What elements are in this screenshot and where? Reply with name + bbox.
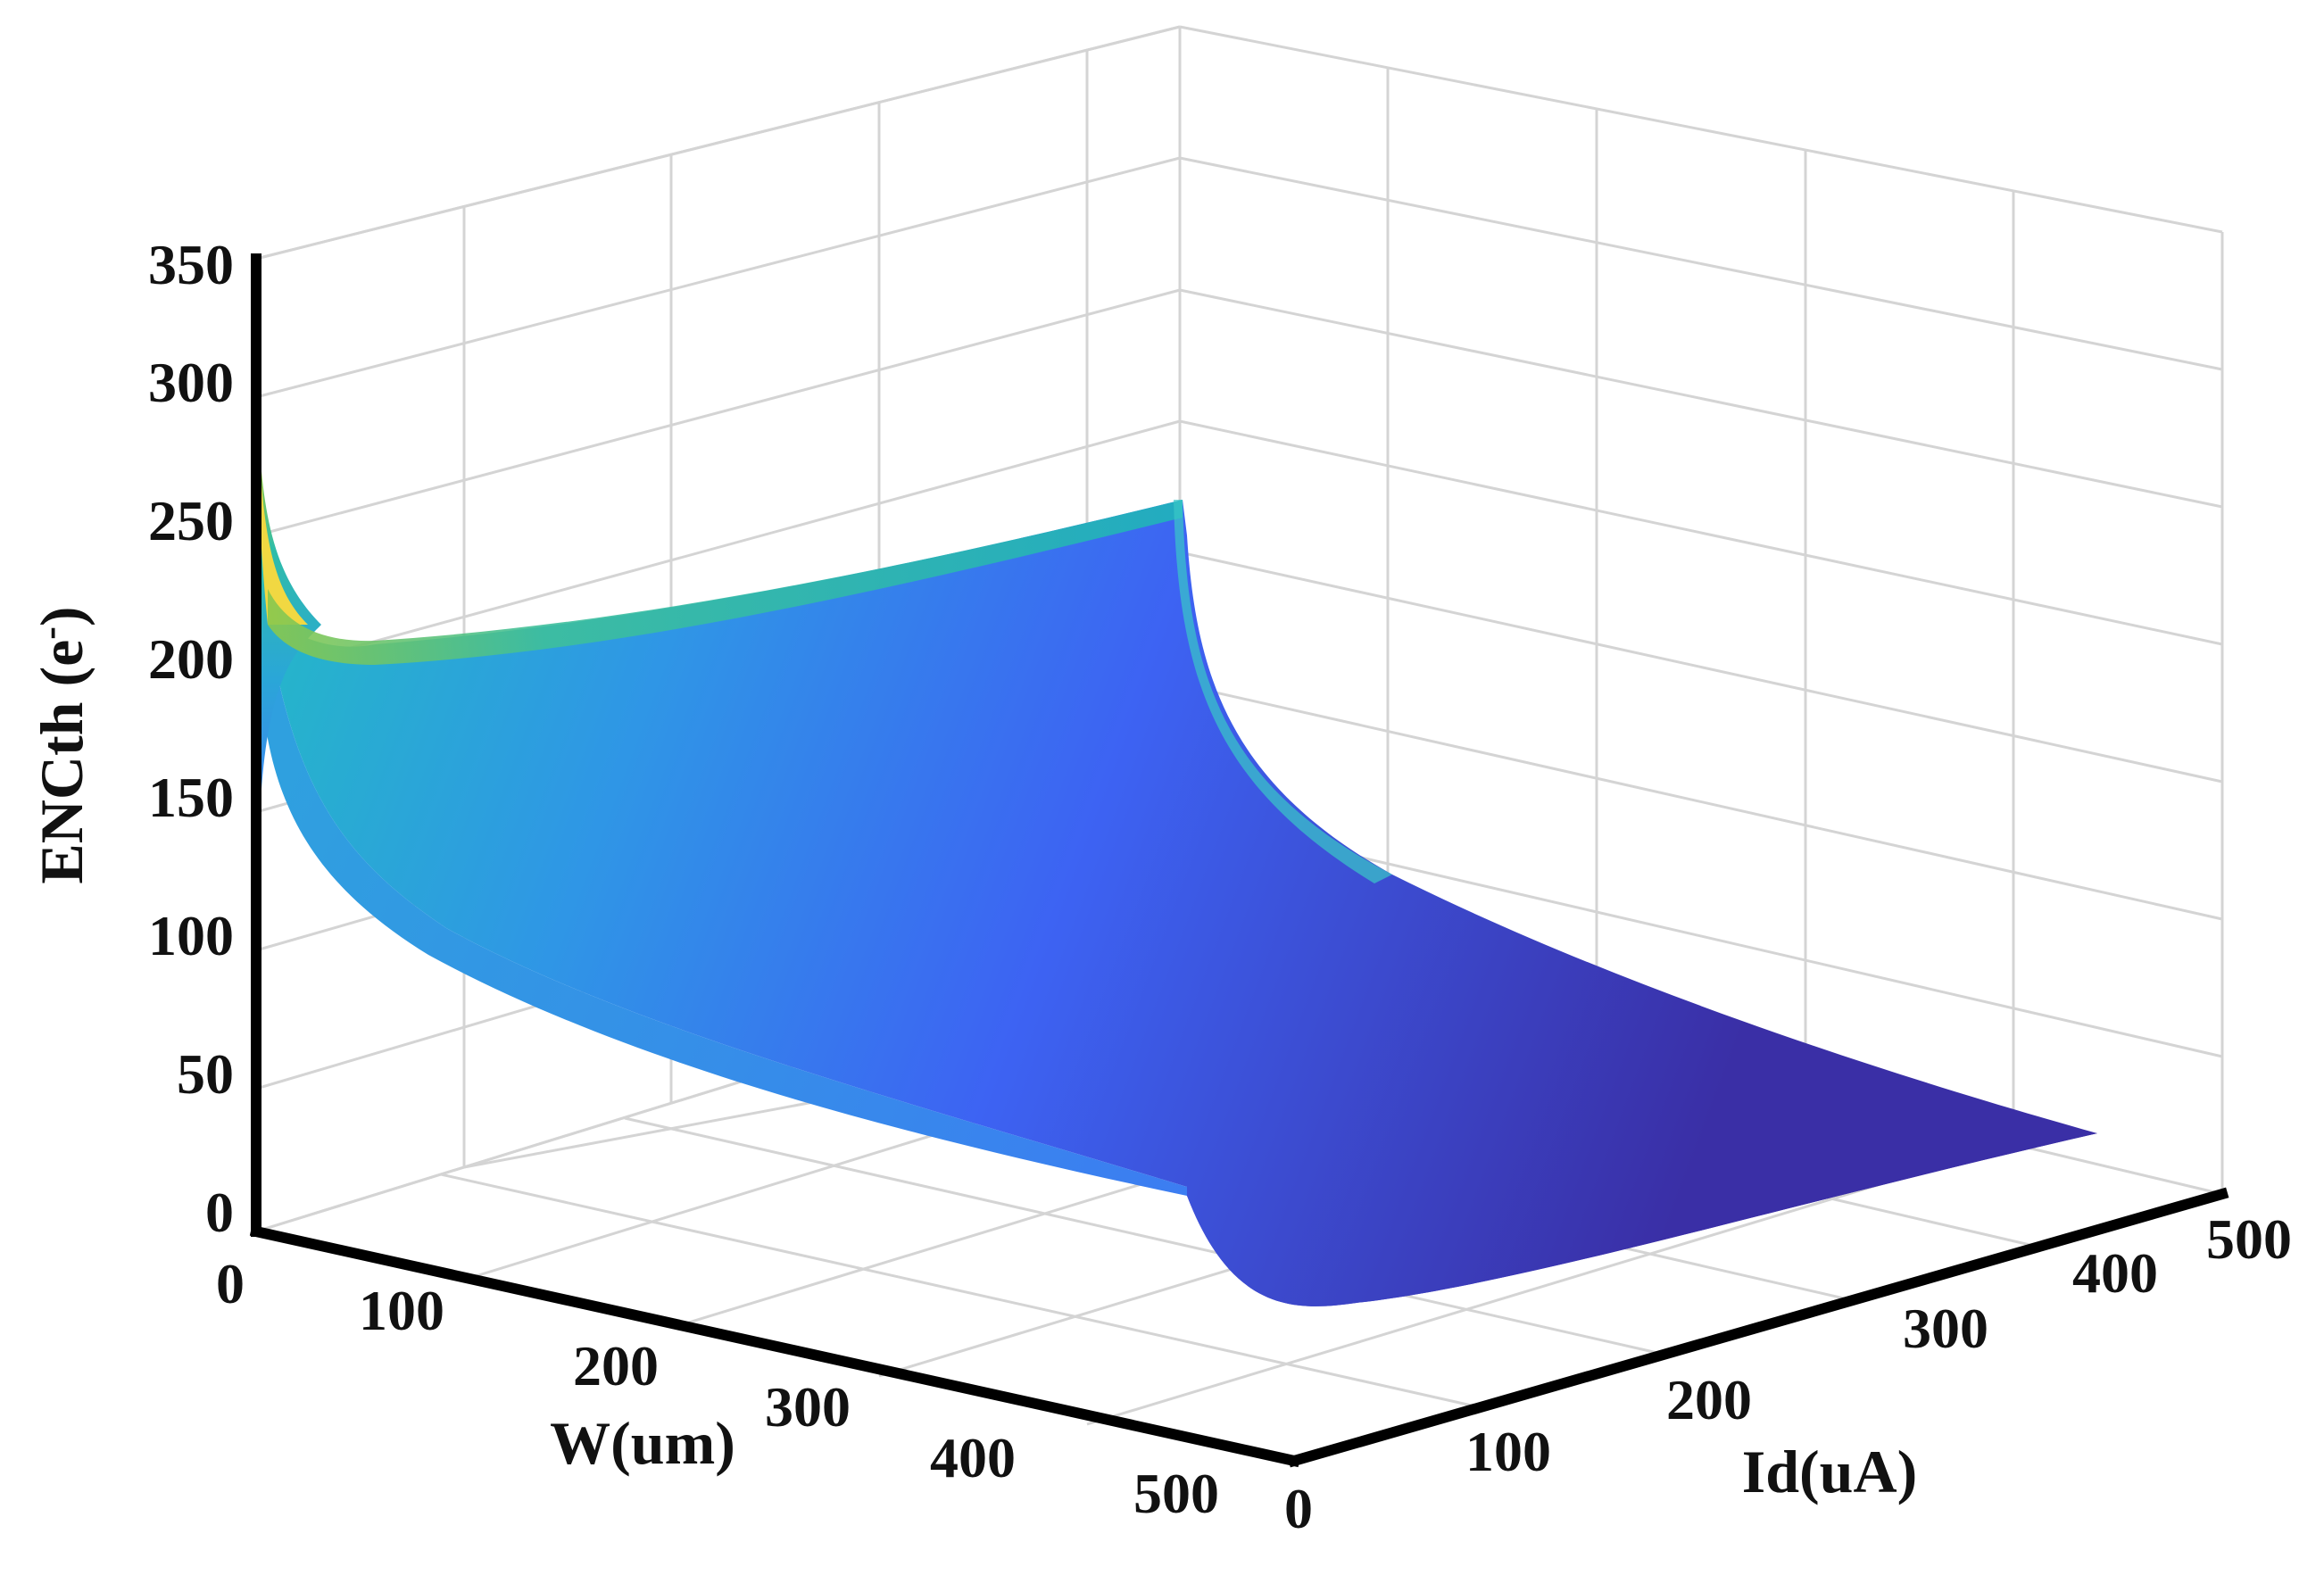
surface [257,393,2097,1306]
z-axis-label-end: ) [28,606,95,626]
id-tick-label: 200 [1666,1368,1752,1431]
w-tick-label: 0 [216,1252,245,1315]
z-axis-ticks: 0 50 100 150 200 250 300 350 [148,233,234,1244]
id-tick-label: 0 [1284,1477,1313,1540]
z-tick-label: 50 [177,1042,234,1106]
w-tick-label: 500 [1133,1462,1219,1525]
z-tick-label: 100 [148,904,234,967]
id-tick-label: 400 [2072,1241,2158,1305]
w-tick-label: 300 [765,1375,851,1439]
z-tick-label: 300 [148,351,234,414]
id-axis-label: Id(uA) [1742,1438,1918,1505]
id-tick-label: 300 [1903,1297,1988,1360]
z-axis-label-sup: - [28,626,71,640]
w-axis-ticks: 0 100 200 300 400 500 [216,1252,1219,1525]
id-tick-label: 100 [1465,1420,1551,1483]
w-tick-label: 200 [573,1334,659,1397]
w-tick-label: 400 [930,1426,1016,1489]
z-axis-label-main: ENCth (e [28,640,95,884]
z-tick-label: 350 [148,233,234,296]
z-tick-label: 200 [148,627,234,691]
z-tick-label: 0 [205,1181,234,1244]
axes [249,253,2229,1468]
z-tick-label: 150 [148,766,234,829]
z-tick-label: 250 [148,489,234,552]
id-tick-label: 500 [2206,1207,2292,1271]
w-tick-label: 100 [359,1279,444,1342]
z-axis-label: ENCth (e-) [28,606,95,883]
w-axis-label: W(um) [550,1409,735,1477]
id-axis-ticks: 0 100 200 300 400 500 [1284,1207,2292,1540]
id-axis-line [1287,1187,2229,1468]
w-axis-line [249,1224,1301,1468]
